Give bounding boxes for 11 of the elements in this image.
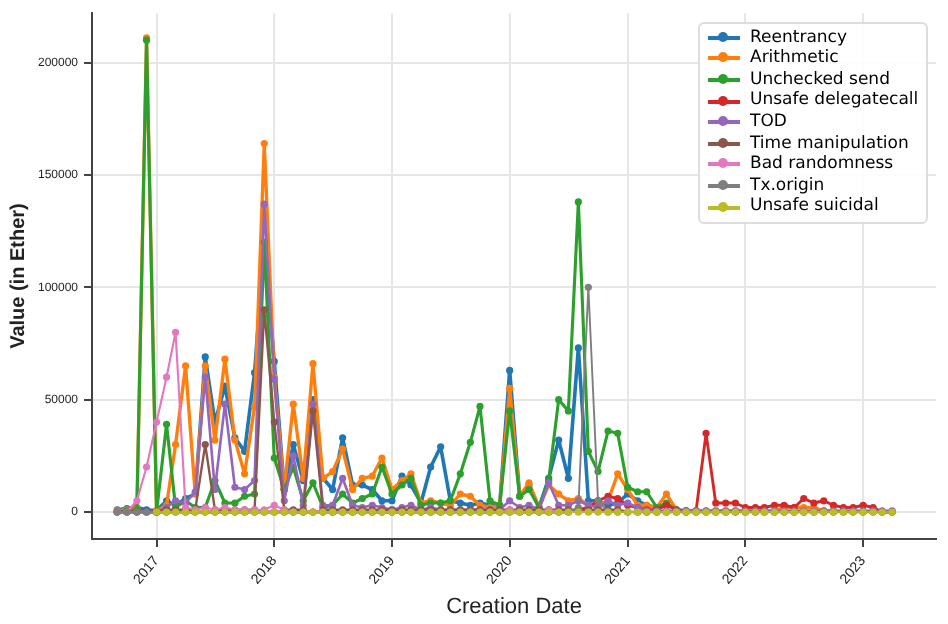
legend-label: Reentrancy (750, 27, 847, 49)
legend-label: TOD (750, 111, 787, 134)
legend-label: Unchecked send (750, 69, 890, 91)
legend-label: Tx.origin (750, 175, 825, 197)
legend-label: Arithmetic (750, 48, 839, 70)
legend-label: Bad randomness (750, 154, 894, 176)
legend-label: Unsafe delegatecall (750, 90, 919, 112)
legend-label: Time manipulation (750, 133, 909, 155)
x-axis-title: Creation Date (446, 594, 582, 619)
y-axis-title: Value (in Ether) (7, 203, 30, 349)
legend-label: Unsafe suicidal (750, 196, 879, 218)
